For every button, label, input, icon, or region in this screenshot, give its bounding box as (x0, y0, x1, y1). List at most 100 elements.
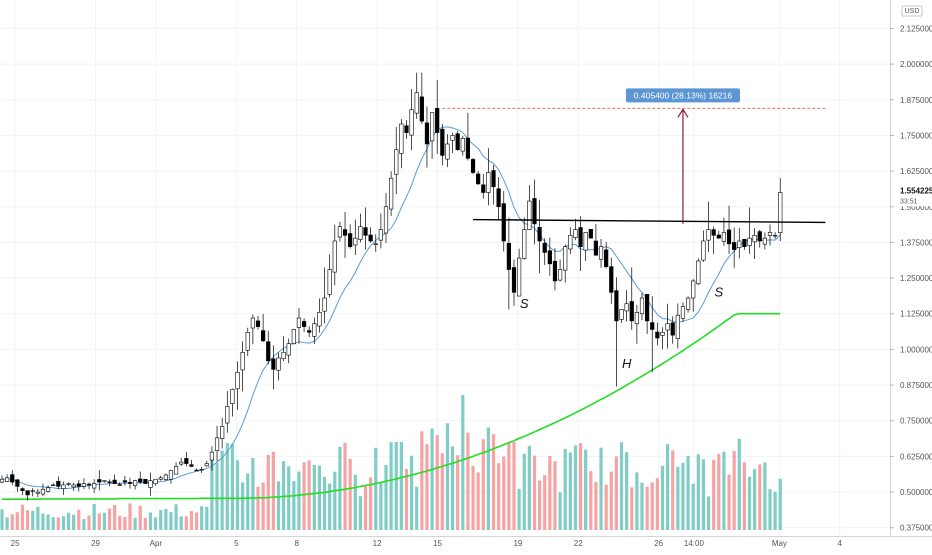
volume-bar (445, 423, 450, 530)
volume-bar (317, 465, 322, 530)
volume-bar (502, 456, 506, 530)
volume-bar (420, 431, 424, 530)
candle-body (194, 469, 199, 472)
candle-body (353, 237, 358, 246)
candle-body (696, 260, 701, 285)
price-tick-label: 0.875000 (900, 381, 932, 390)
volume-bar (660, 465, 665, 530)
volume-bar (138, 505, 142, 530)
candle-body (721, 232, 727, 242)
candle-body (691, 280, 696, 299)
volume-bar (36, 506, 40, 530)
candle-body (291, 329, 296, 345)
candle-body (332, 240, 337, 273)
drawings[interactable]: 0.405400 (28.13%) 16216 S H S (442, 88, 826, 371)
volume-bar (415, 486, 419, 530)
time-tick-label: 19 (513, 539, 522, 548)
volume-bar (210, 453, 214, 530)
volume-bar (189, 510, 194, 530)
candle-body (230, 389, 235, 404)
price-tick-label: 2.000000 (900, 60, 932, 69)
volume-bar (686, 456, 690, 530)
candle-body (701, 240, 706, 261)
volume-bar (133, 517, 137, 530)
volume-bar (404, 469, 409, 530)
candle-body (373, 243, 378, 245)
candle-body (773, 234, 778, 237)
price-axis-bg (890, 0, 932, 550)
candle-body (368, 234, 373, 242)
candle-body (363, 227, 368, 236)
candle-body (645, 294, 650, 322)
volume-bar (609, 471, 613, 530)
candle-body (609, 266, 614, 293)
volume-bar (256, 486, 260, 530)
price-tick-label: 0.500000 (900, 488, 932, 497)
price-tag-countdown: 33:51 (900, 198, 918, 205)
candle-body (619, 309, 624, 320)
candle-body (225, 406, 230, 424)
volume-bar (399, 441, 403, 530)
candle-body (460, 137, 465, 152)
candle-body (655, 331, 660, 339)
volume-bar (26, 510, 30, 530)
candle-body (35, 491, 40, 494)
candle-body (414, 92, 419, 114)
candle-body (399, 123, 404, 154)
volume-bar (768, 489, 772, 530)
volume-bar (440, 453, 444, 530)
volume-bar (333, 471, 337, 530)
candle-body (394, 149, 399, 175)
candle-body (552, 260, 558, 282)
candle-body (15, 479, 20, 487)
volume-bar (389, 442, 393, 530)
candle-body (173, 466, 179, 475)
candle-body (593, 240, 599, 256)
volume-bar (471, 466, 475, 530)
volume-bar (143, 518, 147, 530)
candle-body (532, 198, 537, 225)
measure-label: 0.405400 (28.13%) 16216 (634, 90, 733, 100)
candle-body (133, 480, 138, 486)
volume-bar (747, 476, 752, 530)
measure-label-box (625, 88, 740, 103)
volume-bar (56, 517, 60, 530)
candle-body (312, 323, 317, 337)
candle-body (281, 351, 286, 359)
candle-body (322, 297, 327, 312)
volume-bars (0, 395, 782, 530)
candle-body (517, 257, 522, 297)
candle-body (450, 135, 455, 141)
currency-label: USD (905, 8, 920, 15)
volume-bar (15, 512, 19, 530)
volume-bar (614, 456, 618, 530)
pattern-label: S (520, 296, 529, 311)
candle-body (245, 331, 250, 351)
time-tick-label: Apr (150, 539, 163, 548)
candle-body (706, 229, 711, 241)
candle-body (680, 306, 686, 319)
volume-bar (5, 517, 9, 530)
candle-body (148, 480, 153, 488)
candle-body (470, 159, 476, 173)
candle-body (737, 240, 742, 248)
price-tick-label: 1.875000 (900, 96, 932, 105)
volume-bar (507, 442, 511, 530)
volume-bar (302, 462, 306, 530)
candle-body (51, 484, 56, 487)
pattern-label: S (714, 285, 723, 300)
candle-body (747, 237, 752, 246)
candle-body (235, 371, 240, 390)
price-tick-label: 0.375000 (900, 524, 932, 533)
candle-body (97, 479, 102, 483)
volume-bar (476, 472, 480, 530)
volume-bar (230, 444, 234, 530)
volume-bar (92, 503, 96, 530)
time-tick-label: 25 (11, 539, 20, 548)
candle-body (138, 478, 143, 483)
volume-bar (599, 447, 603, 530)
candle-body (604, 249, 609, 267)
